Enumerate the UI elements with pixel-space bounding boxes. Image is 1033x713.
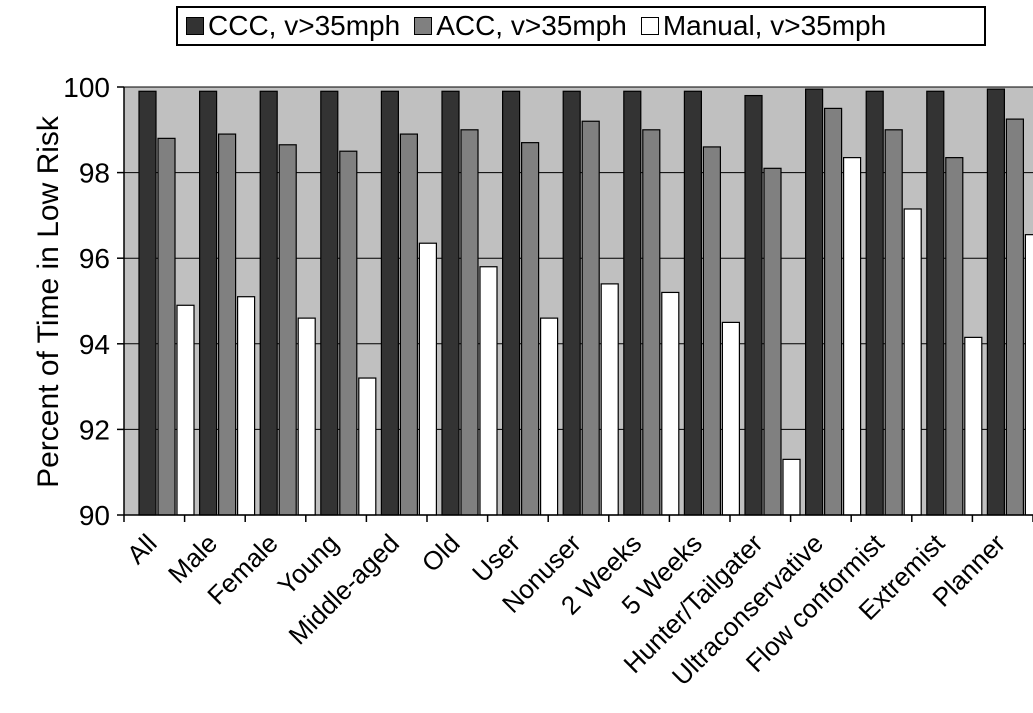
bar-manual bbox=[539, 317, 559, 516]
bar-ccc bbox=[259, 90, 278, 516]
axes bbox=[117, 86, 1033, 522]
bar-acc bbox=[460, 129, 479, 516]
bar-acc bbox=[581, 120, 600, 516]
bar-acc bbox=[520, 142, 540, 516]
legend-label-manual: Manual, v>35mph bbox=[662, 10, 887, 41]
bar-manual bbox=[1024, 234, 1033, 516]
bar-ccc bbox=[986, 88, 1006, 516]
y-axis-label: Percent of Time in Low Risk bbox=[32, 115, 65, 488]
legend-swatch-ccc bbox=[186, 17, 204, 35]
bar-acc bbox=[157, 137, 176, 516]
bar-ccc bbox=[926, 90, 945, 516]
bar-acc bbox=[1005, 118, 1025, 516]
bar-acc bbox=[884, 129, 903, 516]
bar-manual bbox=[600, 283, 619, 516]
bar-ccc bbox=[623, 90, 642, 516]
bar-manual bbox=[964, 336, 983, 516]
bar-manual bbox=[842, 157, 862, 516]
legend-item-acc: ACC, v>35mph bbox=[414, 10, 627, 42]
legend-label-ccc: CCC, v>35mph bbox=[208, 10, 401, 41]
y-tick-labels: 90 92 94 96 98 100 bbox=[63, 72, 110, 531]
bar-ccc bbox=[562, 90, 581, 516]
chart-legend: CCC, v>35mph ACC, v>35mph Manual, v>35mp… bbox=[176, 6, 986, 46]
x-tick-label: Old bbox=[416, 528, 466, 578]
bar-manual bbox=[418, 242, 437, 516]
bar-manual bbox=[721, 321, 741, 516]
bar-ccc bbox=[804, 88, 824, 516]
bar-manual bbox=[358, 377, 377, 516]
bar-acc bbox=[399, 133, 418, 516]
bar-ccc bbox=[744, 94, 763, 516]
bar-acc bbox=[763, 167, 782, 516]
bar-manual bbox=[782, 458, 801, 516]
bar-ccc bbox=[441, 90, 460, 516]
y-tick-label: 100 bbox=[63, 72, 110, 103]
y-tick-label: 96 bbox=[79, 243, 110, 274]
bars bbox=[138, 88, 1033, 516]
bar-manual bbox=[237, 296, 256, 516]
bar-ccc bbox=[502, 90, 521, 516]
bar-ccc bbox=[199, 90, 218, 516]
bar-ccc bbox=[683, 90, 703, 516]
legend-item-manual: Manual, v>35mph bbox=[640, 10, 887, 42]
bar-acc bbox=[702, 146, 722, 516]
x-tick-label: All bbox=[121, 528, 163, 570]
bar-acc bbox=[823, 107, 843, 516]
bar-ccc bbox=[138, 90, 157, 516]
y-tick-label: 94 bbox=[79, 329, 110, 360]
bar-ccc bbox=[320, 90, 339, 516]
bar-acc bbox=[945, 157, 964, 516]
legend-label-acc: ACC, v>35mph bbox=[436, 10, 627, 41]
bar-manual bbox=[176, 304, 195, 516]
legend-swatch-manual bbox=[640, 17, 659, 35]
y-tick-label: 92 bbox=[79, 414, 110, 445]
legend-swatch-acc bbox=[414, 17, 433, 35]
y-tick-label: 90 bbox=[79, 500, 110, 531]
bar-manual bbox=[661, 291, 680, 516]
bar-manual bbox=[479, 266, 498, 516]
bar-acc bbox=[218, 133, 237, 516]
bar-acc bbox=[642, 129, 661, 516]
bar-manual bbox=[297, 317, 316, 516]
bar-ccc bbox=[380, 90, 399, 516]
bar-ccc bbox=[865, 90, 884, 516]
legend-item-ccc: CCC, v>35mph bbox=[186, 10, 400, 42]
bar-manual bbox=[903, 208, 922, 516]
bar-acc bbox=[339, 150, 358, 516]
bar-acc bbox=[278, 144, 297, 516]
y-tick-label: 98 bbox=[79, 158, 110, 189]
